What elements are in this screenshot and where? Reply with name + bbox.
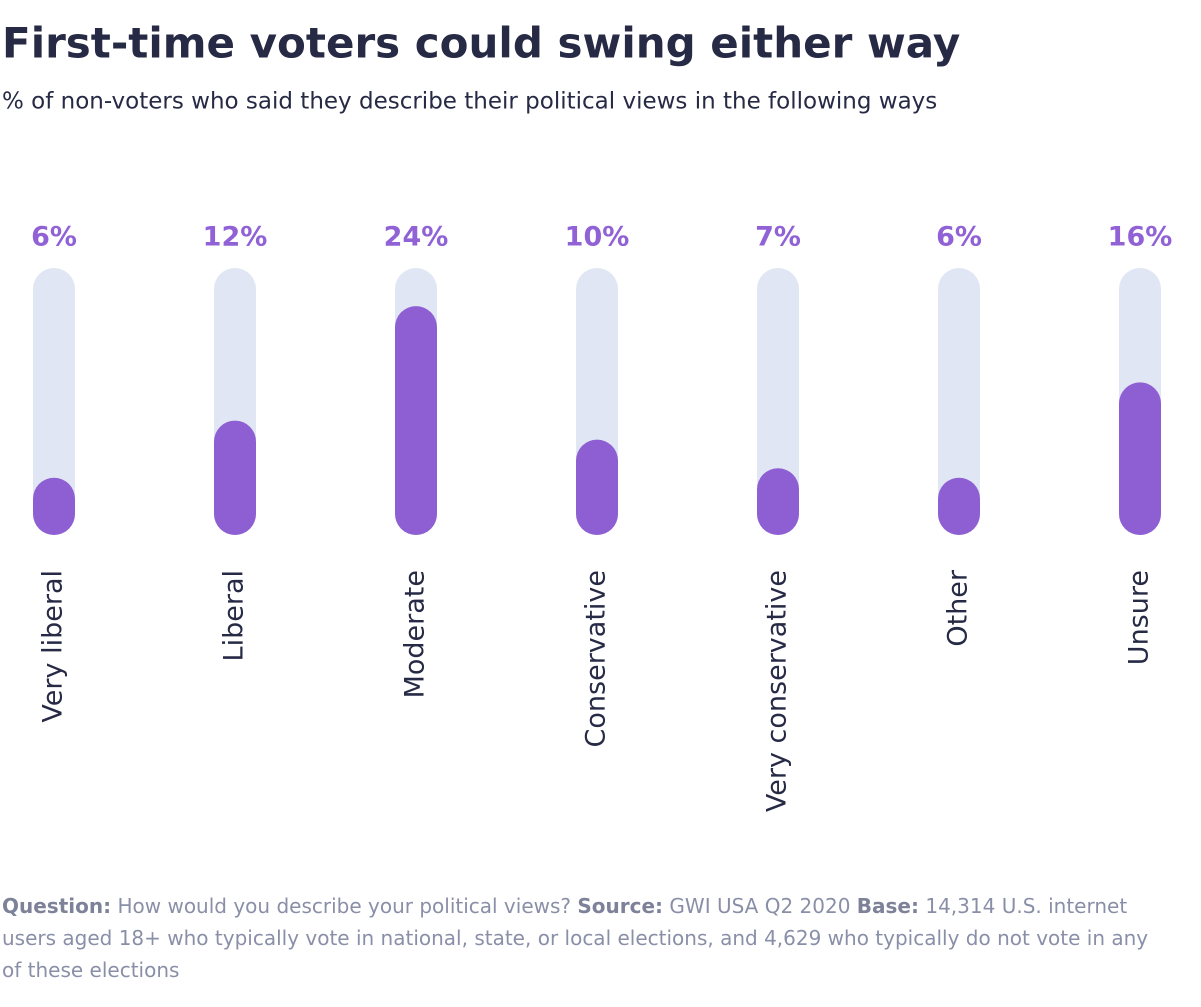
bar-track: [33, 268, 75, 535]
value-label: 10%: [565, 222, 630, 253]
bar: [757, 468, 799, 535]
value-label: 16%: [1108, 222, 1173, 253]
bar: [938, 477, 980, 535]
chart-subtitle: % of non-voters who said they describe t…: [2, 89, 937, 115]
value-label: 6%: [936, 222, 982, 253]
footer-label: Question:: [2, 894, 112, 918]
category-label: Moderate: [400, 570, 431, 698]
category-label: Conservative: [581, 570, 612, 747]
category-label: Very conservative: [762, 570, 793, 812]
footer-text: 14,314 U.S. internet users aged 18+ who …: [2, 894, 1149, 982]
bar-track: [757, 268, 799, 535]
category-label: Other: [943, 569, 974, 647]
value-label: 6%: [31, 222, 77, 253]
category-label: Very liberal: [38, 570, 69, 723]
bar: [214, 420, 256, 535]
category-label: Liberal: [219, 570, 250, 661]
bar-track: [938, 268, 980, 535]
value-label: 24%: [384, 222, 449, 253]
category-label: Unsure: [1124, 570, 1155, 665]
footer: Question: How would you describe your po…: [2, 890, 1152, 986]
bar: [33, 477, 75, 535]
footer-label: Base:: [856, 894, 919, 918]
footer-text: How would you describe your political vi…: [117, 894, 572, 918]
value-label: 7%: [755, 222, 801, 253]
bar: [576, 439, 618, 535]
footer-label: Source:: [577, 894, 664, 918]
footer-text: GWI USA Q2 2020: [669, 894, 851, 918]
value-label: 12%: [203, 222, 268, 253]
bar: [395, 306, 437, 535]
chart-title: First-time voters could swing either way: [2, 19, 960, 68]
bar: [1119, 382, 1161, 535]
chart: First-time voters could swing either way…: [2, 19, 1173, 813]
